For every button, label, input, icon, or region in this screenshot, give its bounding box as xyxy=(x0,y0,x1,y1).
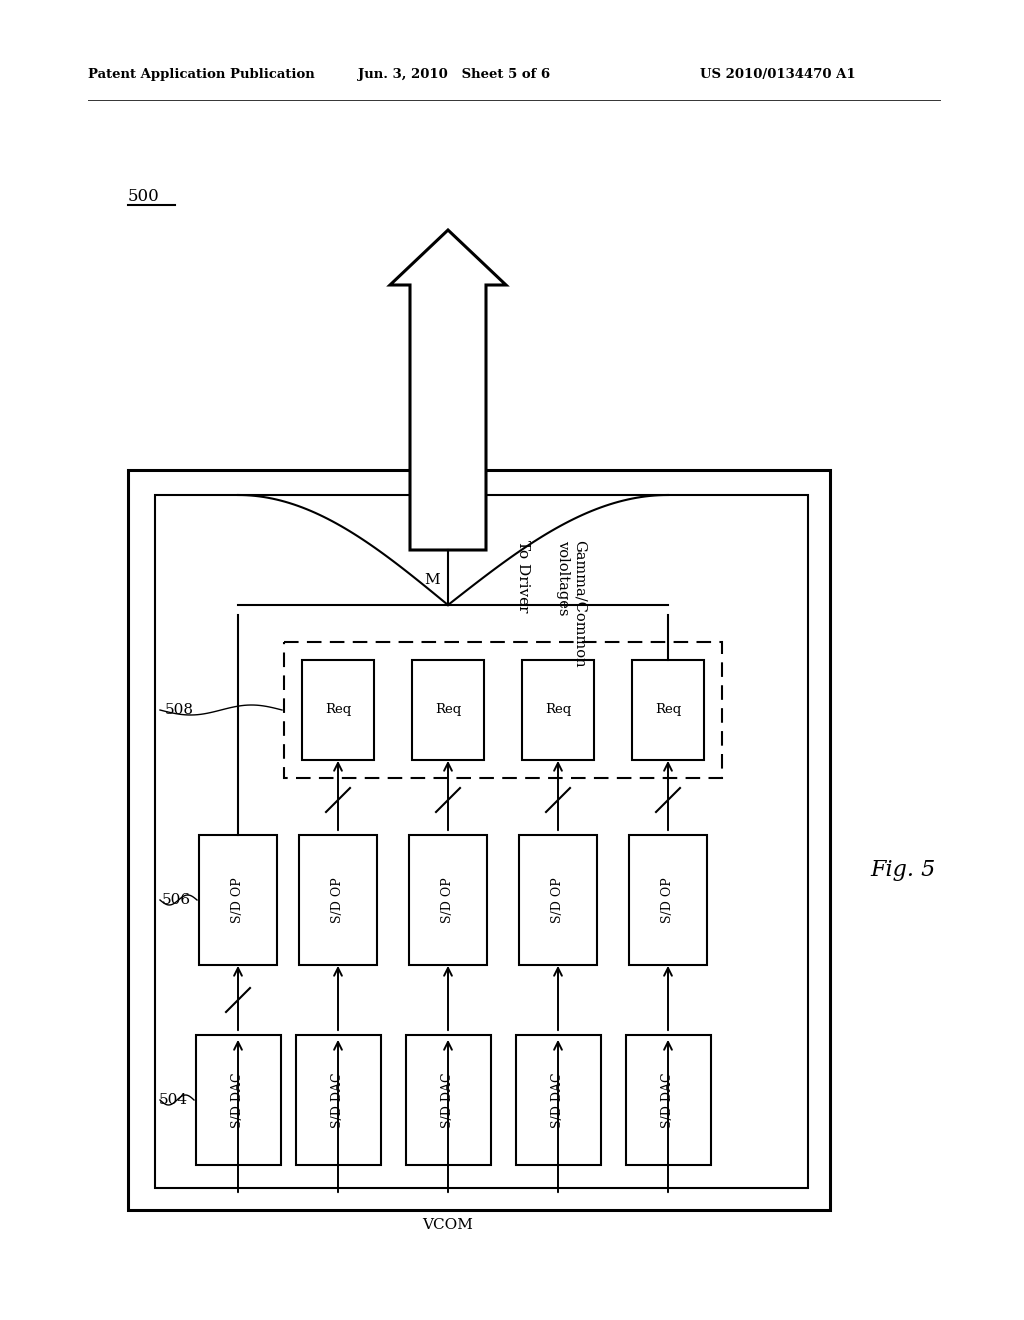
Text: Jun. 3, 2010   Sheet 5 of 6: Jun. 3, 2010 Sheet 5 of 6 xyxy=(358,69,550,81)
Text: Patent Application Publication: Patent Application Publication xyxy=(88,69,314,81)
Bar xyxy=(516,1035,601,1166)
Bar xyxy=(296,1035,381,1166)
Bar xyxy=(409,836,487,965)
Bar xyxy=(412,660,484,760)
Text: Gamma/Common
vololtages: Gamma/Common vololtages xyxy=(556,540,586,668)
Polygon shape xyxy=(390,230,506,550)
Text: S/D OP: S/D OP xyxy=(441,876,455,923)
Bar xyxy=(629,836,707,965)
Bar xyxy=(128,470,830,1210)
Text: 508: 508 xyxy=(165,704,194,717)
Text: S/D OP: S/D OP xyxy=(332,876,344,923)
Text: 504: 504 xyxy=(159,1093,188,1107)
Text: S/D DAC: S/D DAC xyxy=(662,1072,675,1127)
Text: VCOM: VCOM xyxy=(423,1218,473,1232)
Text: S/D OP: S/D OP xyxy=(662,876,675,923)
Text: To Driver: To Driver xyxy=(516,540,530,612)
Bar xyxy=(519,836,597,965)
Text: 506: 506 xyxy=(162,894,191,907)
Text: Req: Req xyxy=(655,704,681,717)
Text: S/D OP: S/D OP xyxy=(231,876,245,923)
Text: S/D DAC: S/D DAC xyxy=(552,1072,564,1127)
Bar xyxy=(632,660,705,760)
Bar xyxy=(284,642,722,777)
Text: M: M xyxy=(424,573,440,587)
Bar xyxy=(522,660,594,760)
Bar xyxy=(302,660,374,760)
Text: Req: Req xyxy=(545,704,571,717)
Bar xyxy=(199,836,278,965)
Bar xyxy=(626,1035,711,1166)
Text: 500: 500 xyxy=(128,187,160,205)
Text: S/D DAC: S/D DAC xyxy=(332,1072,344,1127)
Text: Req: Req xyxy=(325,704,351,717)
Bar xyxy=(299,836,377,965)
Text: Req: Req xyxy=(435,704,461,717)
Text: S/D DAC: S/D DAC xyxy=(231,1072,245,1127)
Bar xyxy=(196,1035,281,1166)
Text: Fig. 5: Fig. 5 xyxy=(870,859,935,880)
Bar xyxy=(155,495,808,1188)
Text: US 2010/0134470 A1: US 2010/0134470 A1 xyxy=(700,69,856,81)
Text: S/D DAC: S/D DAC xyxy=(441,1072,455,1127)
Text: S/D OP: S/D OP xyxy=(552,876,564,923)
Bar xyxy=(406,1035,490,1166)
